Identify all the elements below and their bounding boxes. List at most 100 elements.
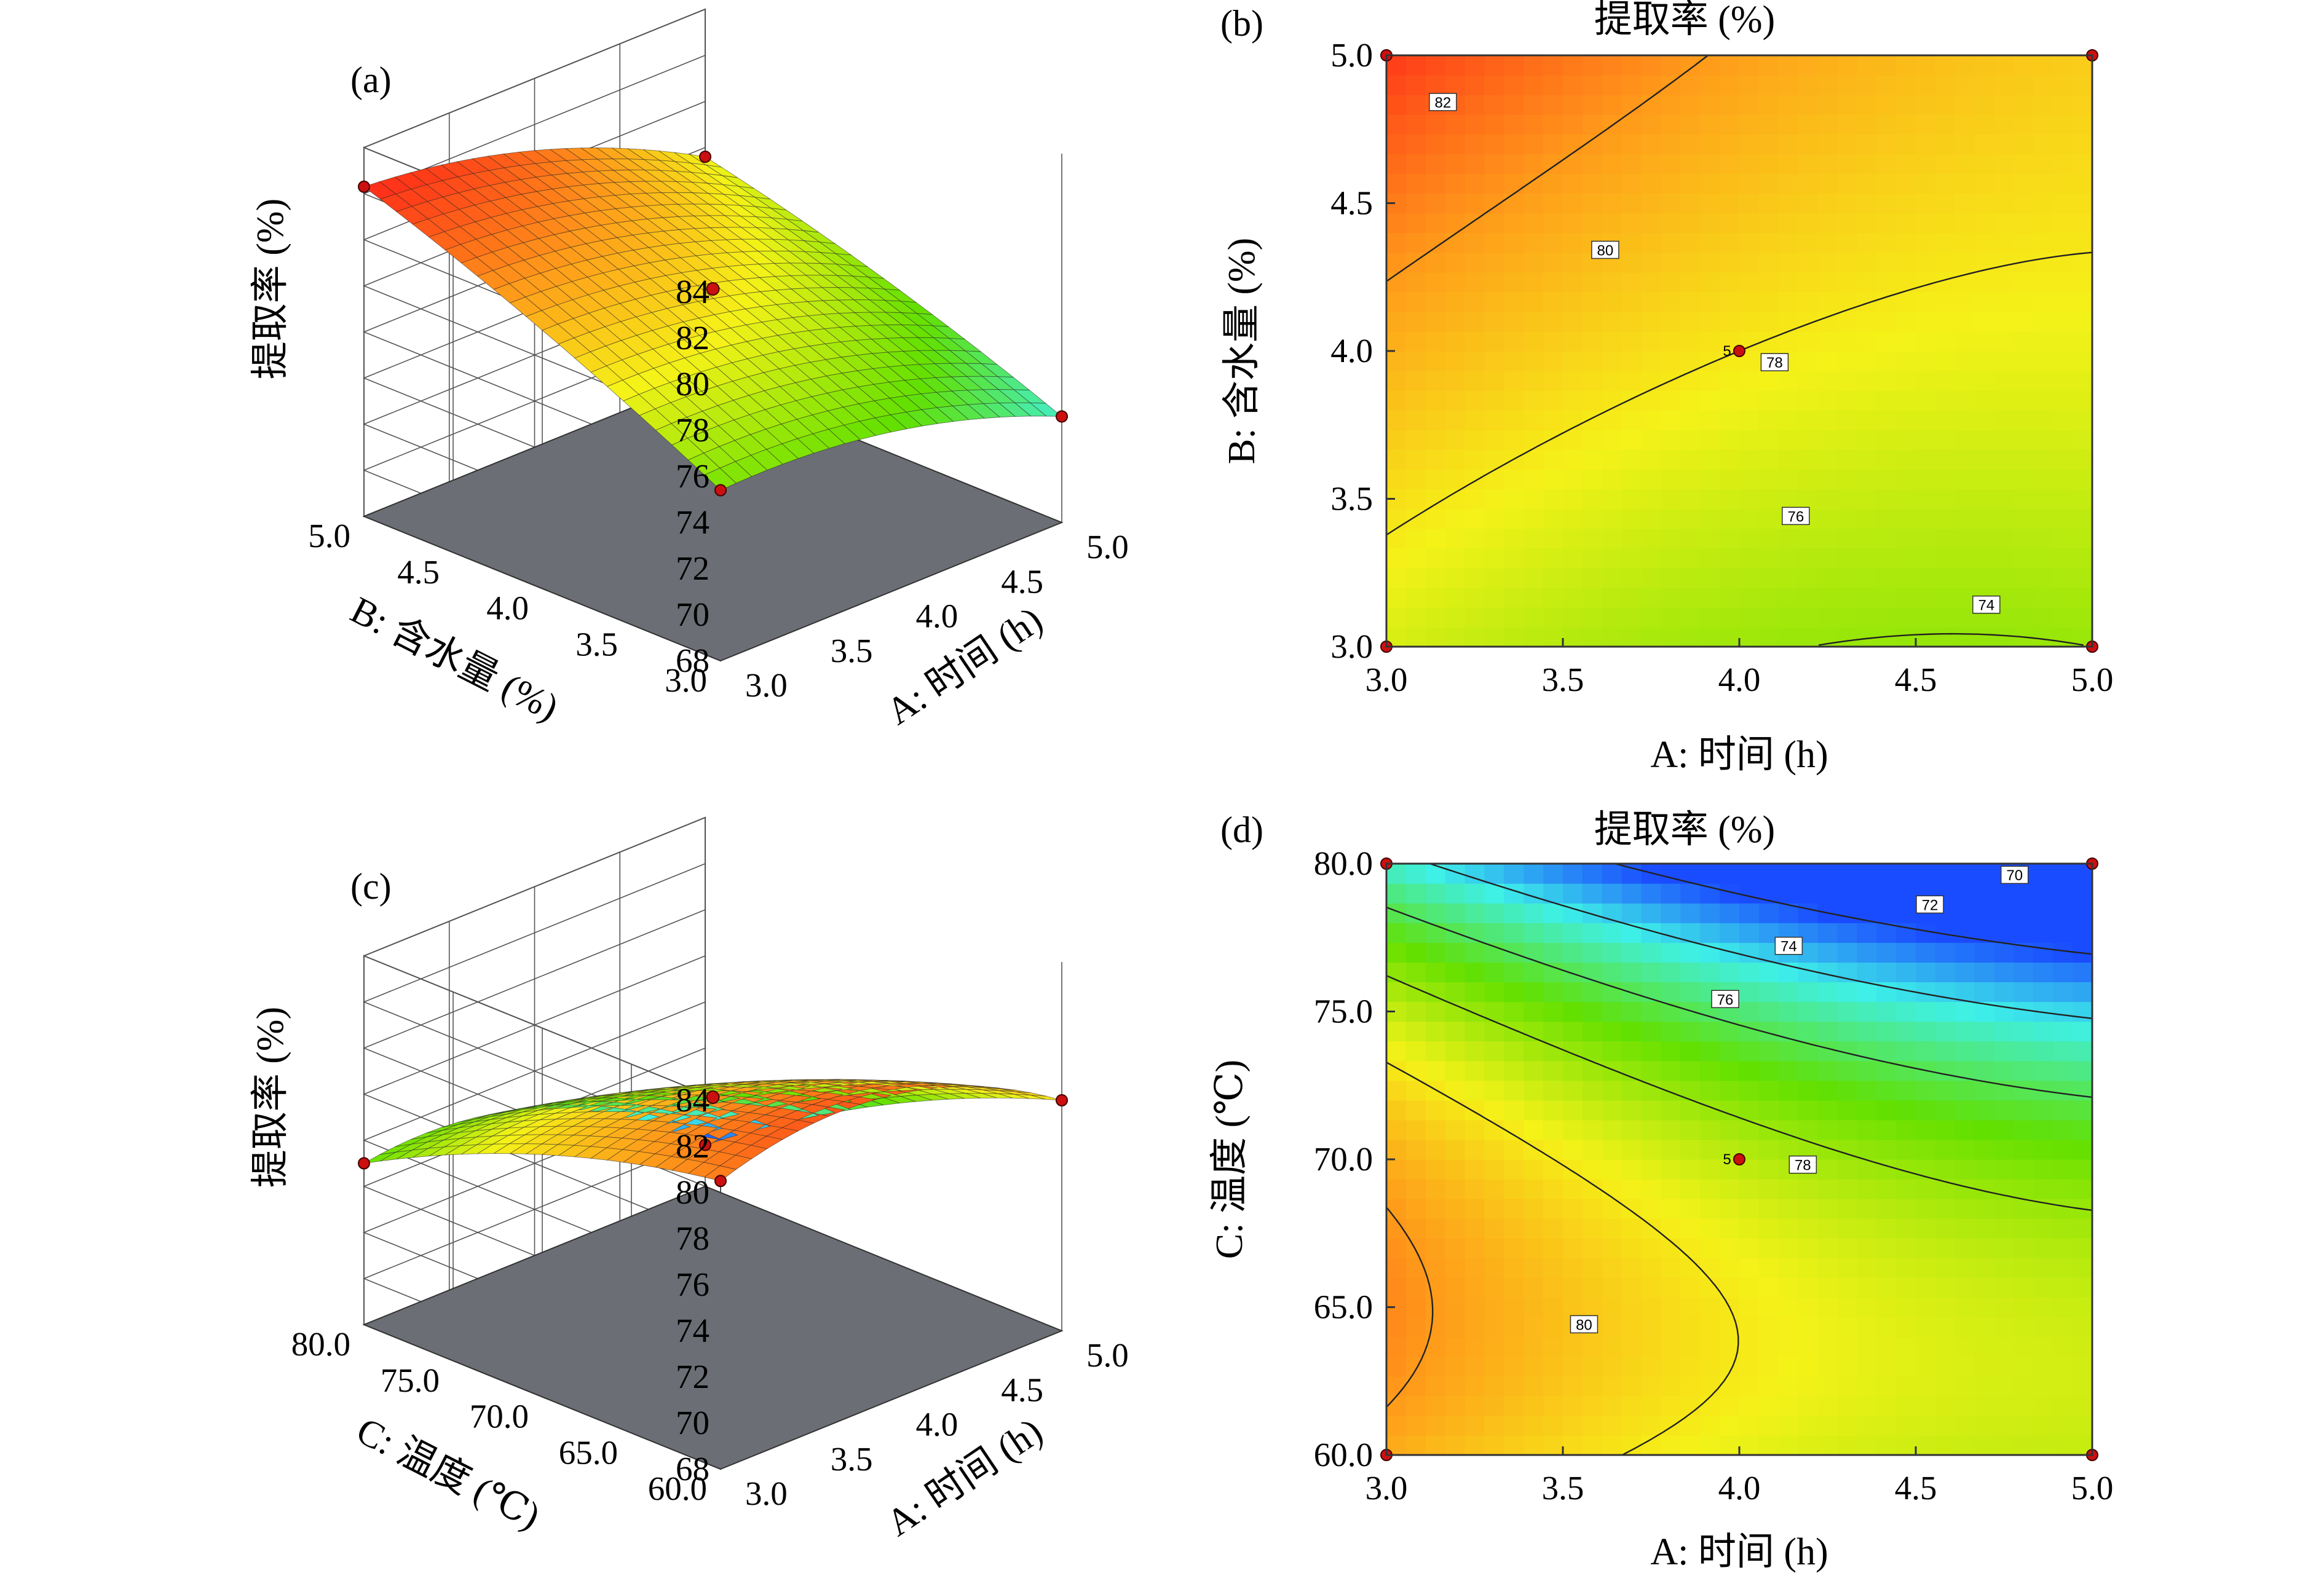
- heatmap-cell: [1857, 252, 1877, 273]
- heatmap-cell: [1994, 1218, 2015, 1239]
- heatmap-cell: [1524, 883, 1544, 904]
- heatmap-cell: [1954, 351, 1975, 371]
- heatmap-cell: [1425, 1317, 1446, 1338]
- heatmap-cell: [1464, 154, 1485, 174]
- heatmap-cell: [2033, 1258, 2053, 1278]
- heatmap-cell: [1778, 567, 1799, 588]
- heatmap-cell: [1680, 311, 1701, 332]
- x-tick-label: 4.0: [916, 1406, 958, 1443]
- heatmap-cell: [1563, 1238, 1583, 1258]
- contour-label-text: 72: [1922, 897, 1939, 913]
- heatmap-cell: [2033, 1238, 2053, 1258]
- heatmap-cell: [1739, 1277, 1760, 1298]
- heatmap-cell: [1974, 1395, 1995, 1416]
- heatmap-cell: [1680, 883, 1701, 904]
- heatmap-cell: [1524, 607, 1544, 628]
- heatmap-cell: [1445, 154, 1466, 174]
- heatmap-cell: [1425, 587, 1446, 608]
- heatmap-cell: [1543, 95, 1563, 115]
- heatmap-cell: [1857, 134, 1877, 154]
- heatmap-cell: [1425, 528, 1446, 549]
- heatmap-cell: [1445, 1435, 1466, 1456]
- heatmap-cell: [1837, 1415, 1857, 1436]
- heatmap-cell: [1700, 291, 1720, 312]
- heatmap-cell: [1563, 252, 1583, 273]
- heatmap-cell: [1994, 1297, 2015, 1318]
- heatmap-cell: [2073, 1021, 2093, 1042]
- heatmap-cell: [1464, 1317, 1485, 1338]
- heatmap-cell: [1602, 371, 1622, 391]
- heatmap-cell: [1916, 548, 1936, 569]
- heatmap-cell: [1954, 1277, 1975, 1298]
- heatmap-cell: [1758, 626, 1779, 647]
- heatmap-cell: [1524, 489, 1544, 510]
- panel-a-surface: [363, 148, 1063, 491]
- heatmap-cell: [1563, 1119, 1583, 1140]
- heatmap-cell: [1405, 1139, 1426, 1160]
- heatmap-cell: [1661, 1041, 1681, 1062]
- contour-line: [1386, 975, 2093, 1212]
- contour-line: [1386, 906, 2093, 1098]
- heatmap-cell: [1386, 607, 1407, 628]
- heatmap-cell: [1621, 1041, 1642, 1062]
- heatmap-cell: [1758, 1376, 1779, 1397]
- heatmap-cell: [2033, 1060, 2053, 1081]
- heatmap-cell: [2053, 923, 2073, 943]
- contour-label-text: 74: [1781, 939, 1797, 955]
- heatmap-cell: [1445, 508, 1466, 529]
- heatmap-cell: [1504, 232, 1524, 253]
- heatmap-cell: [1954, 390, 1975, 411]
- contour-label-box: [1782, 507, 1810, 526]
- heatmap-cell: [2014, 1001, 2034, 1022]
- heatmap-cell: [1661, 1119, 1681, 1140]
- heatmap-cell: [2014, 607, 2034, 628]
- heatmap-cell: [1425, 213, 1446, 234]
- contour-label-text: 78: [1766, 355, 1783, 371]
- panel-c-y-tick-labels: 60.065.070.075.080.0: [291, 1325, 707, 1507]
- heatmap-cell: [1504, 331, 1524, 352]
- heatmap-cell: [1758, 607, 1779, 628]
- heatmap-cell: [1484, 903, 1504, 923]
- heatmap-cell: [1621, 1001, 1642, 1022]
- heatmap-cell: [1896, 331, 1916, 352]
- heatmap-cell: [2053, 213, 2073, 234]
- heatmap-cell: [1758, 508, 1779, 529]
- heatmap-cell: [1680, 903, 1701, 923]
- heatmap-cell: [1621, 1376, 1642, 1397]
- heatmap-cell: [1504, 903, 1524, 923]
- heatmap-cell: [2014, 1199, 2034, 1219]
- heatmap-cell: [1504, 173, 1524, 194]
- heatmap-cell: [1524, 1317, 1544, 1338]
- heatmap-cell: [1857, 449, 1877, 470]
- heatmap-cell: [1700, 489, 1720, 510]
- heatmap-cell: [1798, 1100, 1819, 1121]
- heatmap-cell: [1484, 1395, 1504, 1416]
- heatmap-cell: [1524, 95, 1544, 115]
- heatmap-cell: [1563, 626, 1583, 647]
- heatmap-cell: [1720, 1080, 1740, 1101]
- heatmap-cell: [1543, 1021, 1563, 1042]
- z-tick-label: 80: [676, 365, 709, 403]
- heatmap-cell: [1896, 1238, 1916, 1258]
- heatmap-cell: [2053, 489, 2073, 510]
- heatmap-cell: [1739, 528, 1760, 549]
- heatmap-cell: [1484, 962, 1504, 982]
- y-tick-label: 70.0: [1314, 1140, 1373, 1178]
- heatmap-cell: [1974, 1415, 1995, 1436]
- heatmap-cell: [1778, 469, 1799, 490]
- heatmap-cell: [1876, 587, 1897, 608]
- heatmap-cell: [1386, 1100, 1407, 1121]
- heatmap-cell: [2033, 449, 2053, 470]
- heatmap-cell: [1994, 213, 2015, 234]
- heatmap-cell: [1543, 607, 1563, 628]
- heatmap-cell: [1739, 1218, 1760, 1239]
- heatmap-cell: [1386, 1021, 1407, 1042]
- heatmap-cell: [2073, 883, 2093, 904]
- heatmap-cell: [1563, 1415, 1583, 1436]
- heatmap-cell: [1876, 923, 1897, 943]
- heatmap-cell: [1602, 1119, 1622, 1140]
- heatmap-cell: [1563, 1199, 1583, 1219]
